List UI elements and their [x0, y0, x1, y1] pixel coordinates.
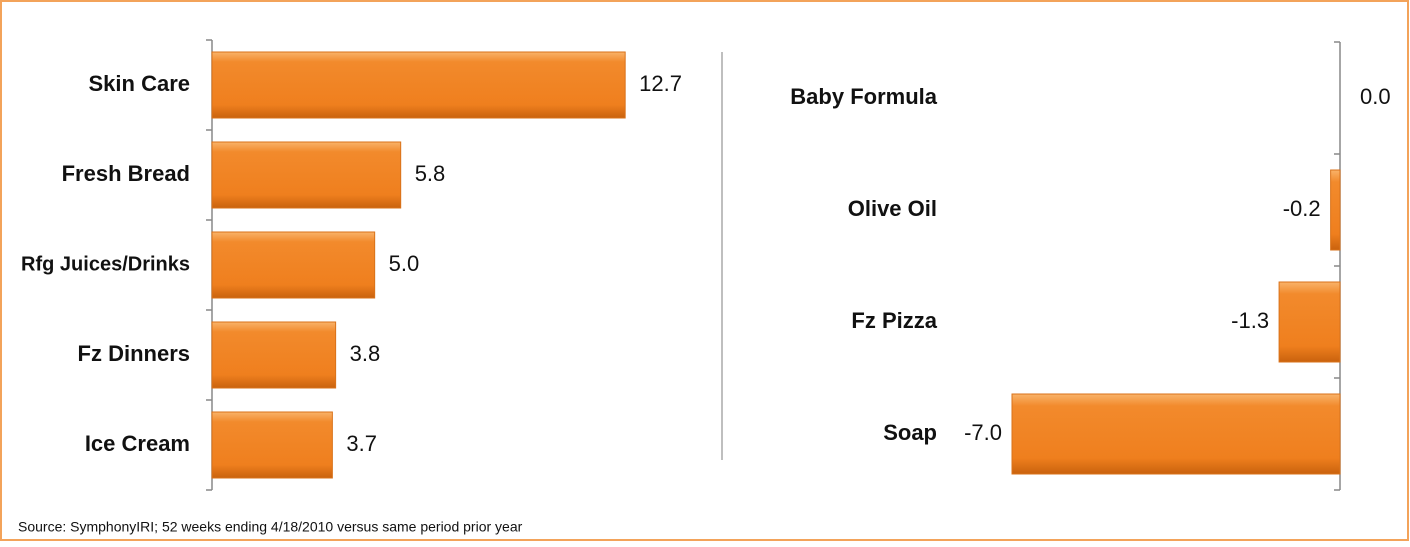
- category-label: Fresh Bread: [62, 161, 190, 186]
- bar: [1011, 393, 1341, 475]
- bar: [211, 141, 402, 209]
- category-label: Rfg Juices/Drinks: [21, 253, 190, 275]
- value-label: 0.0: [1360, 84, 1391, 109]
- value-label: 3.8: [350, 341, 381, 366]
- value-label: -0.2: [1283, 196, 1321, 221]
- bar: [211, 321, 337, 389]
- category-label: Soap: [883, 420, 937, 445]
- value-label: 5.0: [389, 251, 420, 276]
- bar: [211, 231, 376, 299]
- bar: [1278, 281, 1341, 363]
- bar: [211, 411, 333, 479]
- category-label: Fz Pizza: [851, 308, 937, 333]
- value-label: -7.0: [964, 420, 1002, 445]
- value-label: 3.7: [346, 431, 377, 456]
- value-label: -1.3: [1231, 308, 1269, 333]
- value-label: 5.8: [415, 161, 446, 186]
- bar: [1330, 169, 1341, 251]
- category-label: Fz Dinners: [78, 341, 190, 366]
- category-label: Olive Oil: [848, 196, 937, 221]
- category-label: Ice Cream: [85, 431, 190, 456]
- category-label: Skin Care: [89, 71, 191, 96]
- value-label: 12.7: [639, 71, 682, 96]
- bar: [211, 51, 626, 119]
- category-label: Baby Formula: [790, 84, 937, 109]
- source-note: Source: SymphonyIRI; 52 weeks ending 4/1…: [18, 519, 523, 535]
